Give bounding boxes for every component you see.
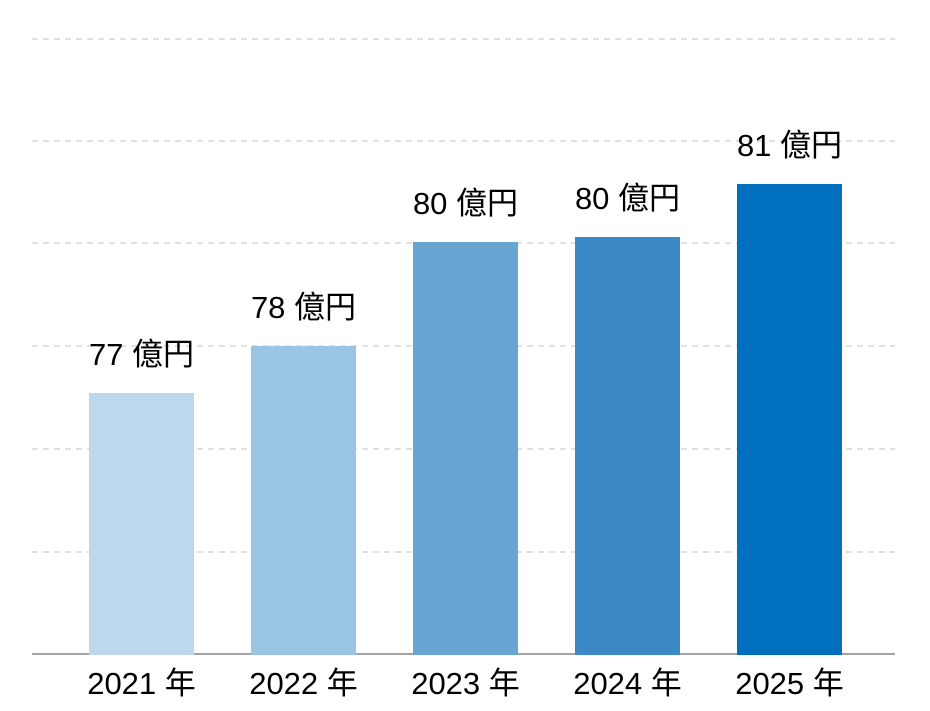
value-label-2021: 77 億円 (88, 337, 195, 372)
bar-2025 (737, 184, 842, 655)
gridline-82 (32, 140, 895, 142)
gridline-84 (32, 38, 895, 40)
bar-2023 (413, 242, 518, 655)
x-axis-label-2025: 2025 年 (735, 666, 844, 701)
bar-2021 (89, 393, 194, 655)
bar-2022 (251, 346, 356, 655)
value-label-2025: 81 億円 (736, 128, 843, 163)
x-axis-label-2023: 2023 年 (411, 666, 520, 701)
bar-2024 (575, 237, 680, 655)
value-label-2022: 78 億円 (250, 290, 357, 325)
x-axis-label-2024: 2024 年 (573, 666, 682, 701)
value-label-2023: 80 億円 (412, 186, 519, 221)
value-label-2024: 80 億円 (574, 181, 681, 216)
x-axis-label-2022: 2022 年 (249, 666, 358, 701)
x-axis-label-2021: 2021 年 (87, 666, 196, 701)
